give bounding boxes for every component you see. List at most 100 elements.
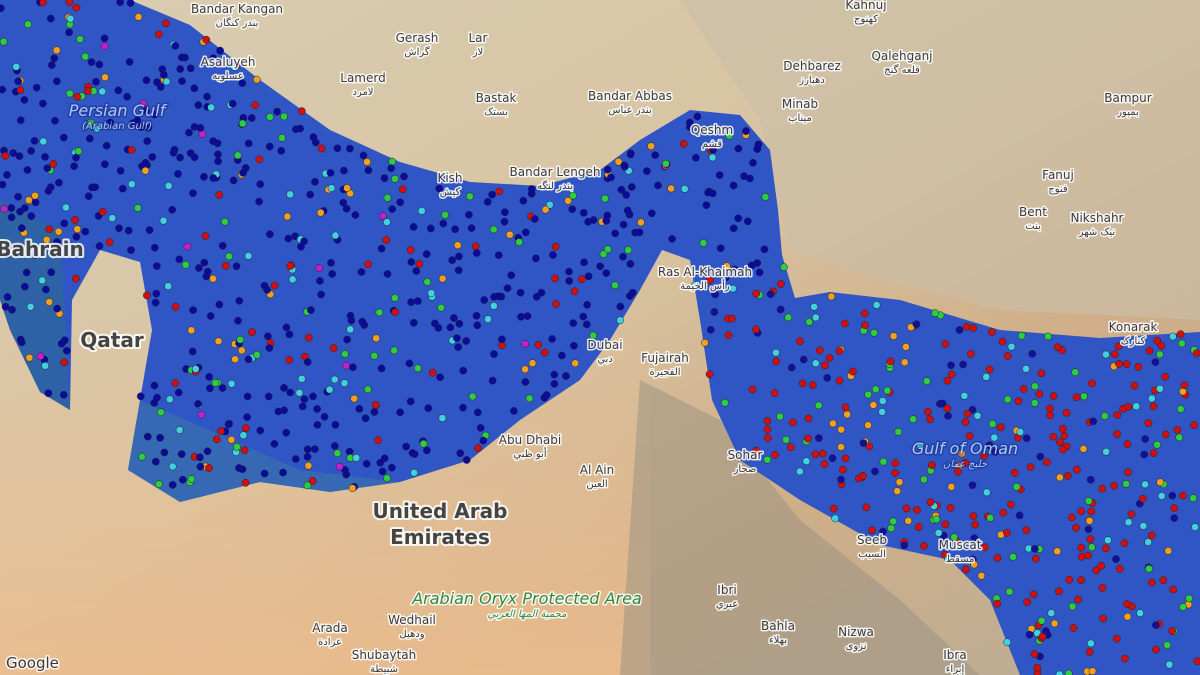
place-native-name: نزوى [846,641,867,652]
ship-dot [1164,547,1173,555]
ship-dot [1087,543,1096,552]
ship-dot [175,255,184,264]
ship-dot [988,420,997,428]
ship-dot [164,282,173,291]
ship-dot [1059,445,1067,454]
ship-dot [997,423,1005,432]
ship-dot [390,346,399,355]
ship-dot [960,391,969,400]
ship-dot [990,433,999,442]
ship-dot [42,235,51,244]
ship-dot [347,316,356,325]
ship-dot [1033,663,1042,672]
ship-dot [541,205,550,214]
ship-dot [1003,352,1012,360]
ship-dot [583,300,591,309]
ship-dot [1115,564,1124,573]
ship-dot [24,20,32,29]
ship-dot [982,488,991,497]
ship-dot [923,407,932,416]
ship-dot [160,71,168,79]
ship-dot [829,504,838,513]
ship-dot [1022,434,1031,443]
ship-dot [969,324,978,332]
place-native-name: مسقط [946,554,975,565]
place-name: Bandar Abbas [588,89,672,103]
ship-dot [84,192,93,201]
ship-dot [270,281,279,290]
ship-dot [214,337,223,346]
ship-dot [243,413,251,421]
ship-dot [424,404,433,412]
place-native-name: کهنوج [854,14,878,25]
ship-dot [428,368,437,377]
ship-dot [1054,587,1063,596]
ship-dot [861,321,869,329]
ship-dot [363,158,371,166]
ship-dot [143,432,152,441]
ship-dot [410,468,418,477]
ship-dot [168,462,177,471]
ship-dot [202,35,211,44]
place-native-name: ودهيل [399,629,424,640]
ship-dot [1185,594,1193,603]
ship-dot [962,322,971,331]
ship-dot [808,381,817,389]
ship-dot [39,0,47,7]
ship-dot [175,426,184,434]
place-name: Muscat [939,538,982,552]
ship-dot [0,205,9,213]
ship-dot [902,504,911,513]
ship-dot [611,281,619,290]
ship-dot [503,284,512,293]
ship-dot [453,241,462,250]
ship-dot [1179,603,1187,611]
ship-dot [550,380,559,388]
ship-dot [227,379,236,388]
ship-dot [406,397,415,406]
ship-dot [359,151,368,160]
ship-dot [206,384,214,393]
ship-dot [406,246,415,254]
ship-dot [7,213,16,222]
ship-dot [8,305,16,314]
ship-dot [1144,419,1153,427]
place-native-name: رأس الخيمة [680,279,730,292]
ship-dot [233,151,242,160]
ship-dot [968,481,977,490]
ship-dot [969,512,978,520]
ship-dot [729,181,738,190]
ship-dot [944,412,952,420]
ship-dot [380,174,389,182]
ship-dot [1087,379,1096,388]
place-native-name: إبراء [946,664,965,675]
ship-dot [343,335,351,344]
place-native-name: بستک [484,107,508,118]
ship-dot [686,123,694,131]
place-native-name: بهلاء [769,635,787,646]
ship-dot [62,346,71,355]
ship-dot [893,487,902,495]
ship-dot [829,419,837,428]
ship-dot [1114,342,1123,351]
ship-dot [230,62,239,71]
ship-dot [796,467,804,476]
ship-dot [515,238,524,246]
ship-dot [320,412,329,421]
ship-dot [438,414,447,422]
ship-dot [760,245,769,254]
ship-dot [828,454,837,463]
ship-dot [327,184,336,192]
ship-dot [1115,360,1123,368]
ship-dot [1157,492,1166,500]
ship-dot [162,77,171,86]
ship-dot [374,436,382,445]
ship-dot [1177,339,1186,348]
place-name: Ibra [943,648,966,662]
ship-dot [31,191,39,200]
ship-dot [902,343,910,351]
ship-dot [285,356,293,364]
ship-dot [1053,547,1062,556]
ship-dot [1132,402,1141,411]
ship-dot [387,463,396,472]
